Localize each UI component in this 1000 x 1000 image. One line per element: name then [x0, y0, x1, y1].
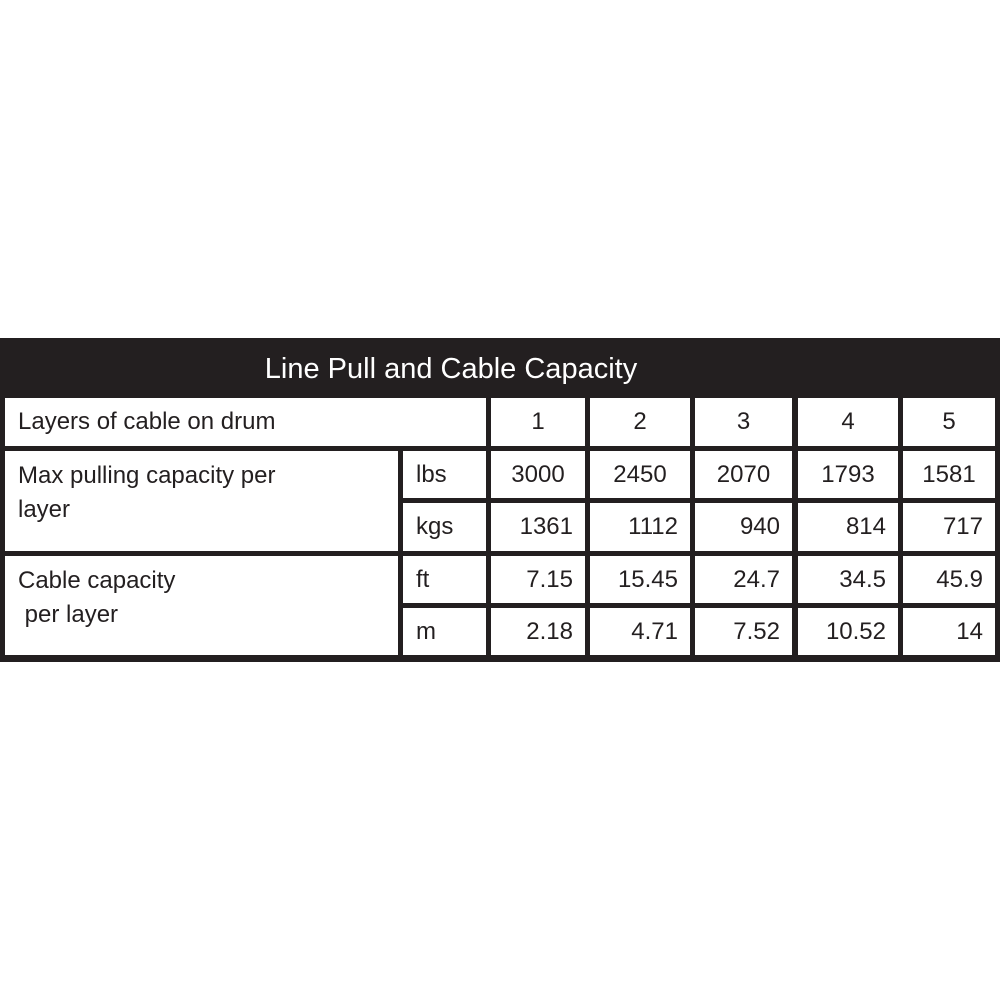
row-group-label-cell: Max pulling capacity per layer	[5, 451, 398, 551]
value-cell: 1112	[590, 503, 690, 551]
unit-cell: kgs	[403, 503, 486, 551]
value-cell: 814	[798, 503, 898, 551]
value-cell: 15.45	[590, 556, 690, 603]
value-cell: 7.52	[695, 608, 792, 655]
layer-header-cell: 5	[903, 398, 995, 446]
unit-cell: ft	[403, 556, 486, 603]
value-cell: 14	[903, 608, 995, 655]
value-cell: 2.18	[491, 608, 585, 655]
value-cell: 34.5	[798, 556, 898, 603]
row-group-label-cell: Cable capacity per layer	[5, 556, 398, 655]
value-cell: 1581	[903, 451, 995, 498]
layer-header-cell: 3	[695, 398, 792, 446]
unit-cell: lbs	[403, 451, 486, 498]
value-cell: 10.52	[798, 608, 898, 655]
value-cell: 2070	[695, 451, 792, 498]
table-title: Line Pull and Cable Capacity	[264, 353, 638, 385]
value-cell: 717	[903, 503, 995, 551]
value-cell: 940	[695, 503, 792, 551]
value-cell: 1361	[491, 503, 585, 551]
header-label-cell: Layers of cable on drum	[5, 398, 486, 446]
value-cell: 1793	[798, 451, 898, 498]
unit-cell: m	[403, 608, 486, 655]
value-cell: 4.71	[590, 608, 690, 655]
value-cell: 45.9	[903, 556, 995, 603]
layer-header-cell: 2	[590, 398, 690, 446]
layer-header-cell: 1	[491, 398, 585, 446]
layer-header-cell: 4	[798, 398, 898, 446]
value-cell: 24.7	[695, 556, 792, 603]
value-cell: 7.15	[491, 556, 585, 603]
value-cell: 2450	[590, 451, 690, 498]
value-cell: 3000	[491, 451, 585, 498]
